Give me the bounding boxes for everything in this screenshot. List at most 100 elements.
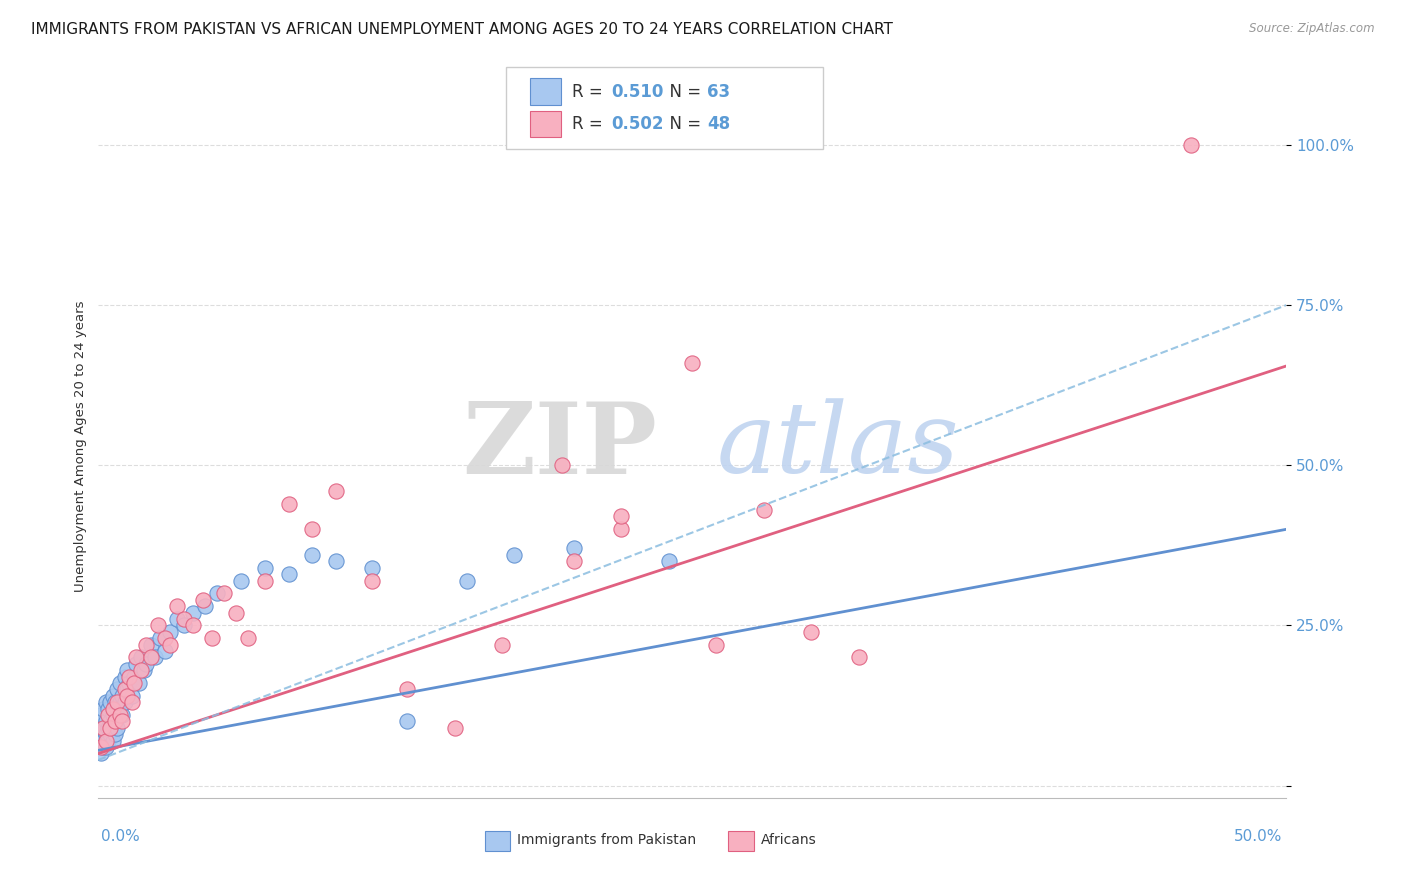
Point [166,612,188,626]
Point [101,733,124,747]
Point [104,695,127,709]
Point [658,554,681,568]
Point [159,624,181,639]
Point [121,689,143,703]
Point [173,612,195,626]
Point [107,695,129,709]
Point [236,631,259,645]
Point [94,740,117,755]
Point [135,638,157,652]
Point [114,695,136,709]
Point [122,676,145,690]
Point [562,541,585,556]
Point [101,708,124,723]
Point [90,747,112,761]
Text: R =: R = [572,83,609,101]
Point [128,676,150,690]
Point [153,644,176,658]
Point [108,695,131,709]
Point [848,650,870,665]
Point [153,631,176,645]
Point [139,650,162,665]
Point [146,618,169,632]
Point [253,574,276,588]
Point [225,606,247,620]
Point [173,618,195,632]
Text: Immigrants from Pakistan: Immigrants from Pakistan [517,833,696,847]
Point [201,631,224,645]
Text: IMMIGRANTS FROM PAKISTAN VS AFRICAN UNEMPLOYMENT AMONG AGES 20 TO 24 YEARS CORRE: IMMIGRANTS FROM PAKISTAN VS AFRICAN UNEM… [31,22,893,37]
Point [101,689,124,703]
Point [115,689,138,703]
Point [149,631,172,645]
Point [115,663,138,677]
Point [101,701,124,715]
Point [135,657,157,671]
Text: atlas: atlas [716,399,959,493]
Point [132,663,155,677]
Text: Africans: Africans [761,833,817,847]
Point [97,721,120,735]
Point [183,618,205,632]
Point [503,548,526,562]
Point [115,682,138,697]
Point [277,497,299,511]
Point [277,567,299,582]
Point [94,695,117,709]
Point [104,714,127,729]
Point [562,554,585,568]
Point [229,574,252,588]
Point [108,708,131,723]
Point [107,682,129,697]
Point [94,727,117,741]
Point [98,714,121,729]
Point [491,638,513,652]
Point [90,727,112,741]
Point [107,721,129,735]
Text: ZIP: ZIP [463,398,657,494]
Text: 0.502: 0.502 [612,115,664,133]
Point [122,670,145,684]
Point [800,624,823,639]
Point [301,548,323,562]
Point [139,638,162,652]
Point [207,586,229,600]
Point [108,676,131,690]
Point [98,721,121,735]
Point [94,714,117,729]
Point [325,483,347,498]
Point [91,721,114,735]
Point [98,727,121,741]
Point [1180,137,1202,152]
Point [91,733,114,747]
Point [114,682,136,697]
Point [97,701,120,715]
Point [444,721,467,735]
Point [301,522,323,536]
Point [325,554,347,568]
Text: 48: 48 [707,115,730,133]
Text: 0.0%: 0.0% [101,830,141,844]
Point [129,650,152,665]
Point [183,606,205,620]
Point [396,682,419,697]
Point [551,458,574,473]
Point [129,663,152,677]
Point [456,574,478,588]
Text: Source: ZipAtlas.com: Source: ZipAtlas.com [1250,22,1375,36]
Point [253,560,276,574]
Text: R =: R = [572,115,609,133]
Point [98,695,121,709]
Point [752,503,775,517]
Text: 50.0%: 50.0% [1234,830,1282,844]
Point [610,509,633,524]
Point [360,560,382,574]
Y-axis label: Unemployment Among Ages 20 to 24 years: Unemployment Among Ages 20 to 24 years [75,301,87,591]
Text: N =: N = [659,83,707,101]
Point [94,733,117,747]
Point [125,657,148,671]
Point [191,592,214,607]
Point [91,740,114,755]
Point [159,638,181,652]
Point [121,695,143,709]
